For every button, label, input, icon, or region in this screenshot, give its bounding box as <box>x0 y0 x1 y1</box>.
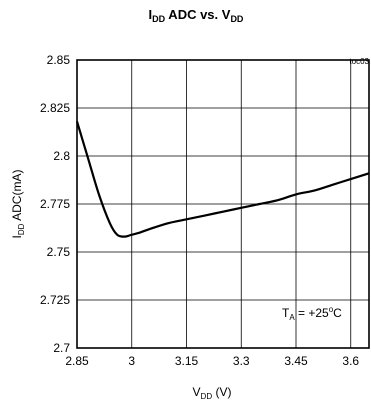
y-axis-label-main: I <box>10 235 24 238</box>
x-axis-label-main: V <box>193 385 201 399</box>
y-axis-ticks: 2.85 2.825 2.8 2.775 2.75 2.725 2.7 <box>40 53 70 355</box>
x-axis-label-rest: (V) <box>212 385 231 399</box>
chart-title-sub2: DD <box>230 14 243 24</box>
annotation-sup: o <box>329 305 334 314</box>
temperature-annotation: TA = +25oC <box>282 305 342 322</box>
y-tick-label: 2.725 <box>40 293 70 307</box>
y-tick-label: 2.8 <box>53 149 70 163</box>
x-tick-label: 2.85 <box>65 354 89 368</box>
y-tick-label: 2.7 <box>53 341 70 355</box>
chart-title-sub: DD <box>152 14 165 24</box>
x-tick-label: 3.6 <box>342 354 359 368</box>
series-group <box>75 121 370 238</box>
y-tick-label: 2.825 <box>40 101 70 115</box>
y-tick-label: 2.85 <box>47 53 71 67</box>
y-tick-label: 2.775 <box>40 197 70 211</box>
annotation-sub: A <box>289 313 295 322</box>
x-tick-label: 3.45 <box>284 354 308 368</box>
x-tick-label: 3.3 <box>233 354 250 368</box>
x-axis-label: VDD (V) <box>193 385 232 401</box>
plot-frame <box>76 59 370 349</box>
grid <box>77 60 369 348</box>
y-tick-label: 2.75 <box>47 245 71 259</box>
annotation-unit: C <box>333 306 342 320</box>
chart-title: IDD ADC vs. VDD <box>149 7 244 24</box>
y-axis-label-sub: DD <box>17 223 26 235</box>
y-axis-label: IDD ADC(mA) <box>10 170 26 239</box>
annotation-main: T <box>282 306 290 320</box>
x-tick-label: 3 <box>128 354 135 368</box>
series-line <box>75 121 370 238</box>
x-tick-label: 3.15 <box>175 354 199 368</box>
figure-id: toc03 <box>349 57 369 66</box>
x-axis-label-sub: DD <box>201 392 213 401</box>
x-axis-ticks: 2.85 3 3.15 3.3 3.45 3.6 <box>65 354 359 368</box>
y-axis-label-rest: ADC(mA) <box>10 170 24 224</box>
chart-title-main: I <box>149 7 153 22</box>
annotation-rest: = +25 <box>295 306 329 320</box>
chart-title-rest: ADC vs. V <box>165 7 231 22</box>
